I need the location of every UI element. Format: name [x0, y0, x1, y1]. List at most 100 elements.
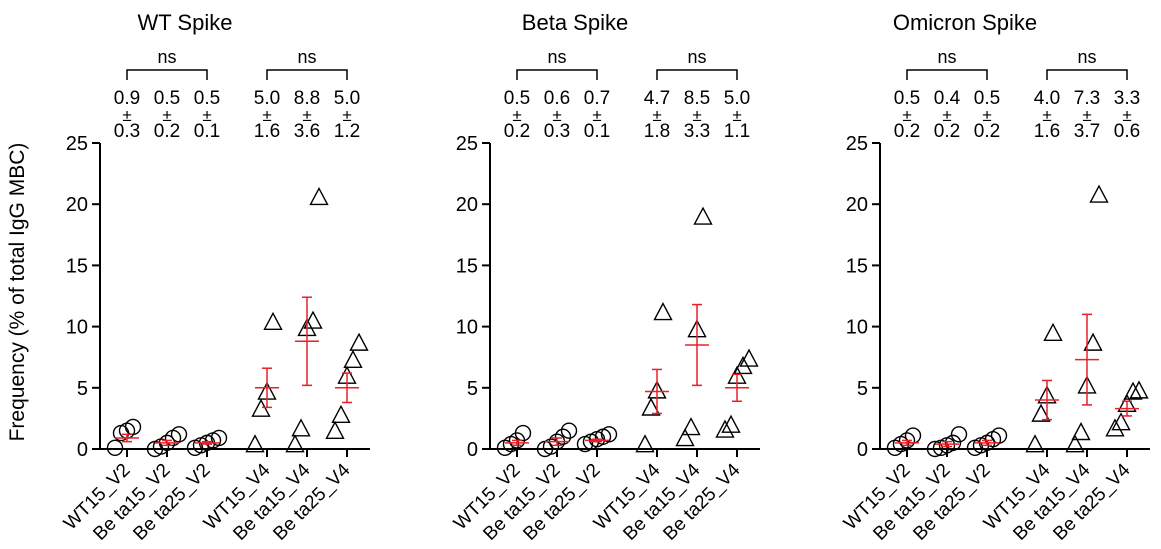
plus-minus-label: ±: [902, 106, 911, 125]
plus-minus-label: ±: [692, 106, 701, 125]
data-group: 5.0±1.1: [715, 88, 759, 438]
chart-title: Omicron Spike: [893, 10, 1037, 35]
comparison-bracket: [656, 69, 738, 80]
data-point: [641, 397, 661, 416]
y-tick-label: 5: [467, 378, 478, 400]
data-point: [739, 348, 759, 367]
data-point: [170, 426, 188, 443]
data-group: 7.3±3.7: [1065, 88, 1109, 453]
sem-label: 3.3: [684, 121, 710, 142]
mean-label: 0.6: [544, 88, 570, 109]
data-point: [715, 419, 735, 438]
sem-label: 0.3: [544, 121, 570, 142]
mean-label: 0.7: [584, 88, 610, 109]
data-point: [721, 414, 741, 433]
comparison-bracket: [126, 69, 208, 80]
plus-minus-label: ±: [202, 106, 211, 125]
data-group: 0.5±0.2: [496, 88, 532, 456]
mean-label: 0.5: [894, 88, 920, 109]
data-point: [554, 428, 572, 445]
data-group: 5.0±1.2: [325, 88, 369, 439]
mean-label: 5.0: [254, 88, 280, 109]
data-point: [1065, 434, 1085, 453]
mean-label: 0.4: [934, 88, 961, 109]
significance-label: ns: [1077, 47, 1096, 67]
plus-minus-label: ±: [342, 106, 351, 125]
y-tick-label: 10: [846, 317, 868, 339]
data-point: [944, 434, 962, 452]
data-group: 0.9±0.3: [106, 88, 142, 456]
y-tick-label: 0: [467, 439, 478, 461]
sem-label: 3.6: [294, 121, 320, 142]
mean-label: 0.5: [504, 88, 530, 109]
data-group: 0.7±0.1: [576, 88, 618, 453]
sem-label: 0.1: [584, 121, 610, 142]
mean-label: 0.9: [114, 88, 140, 109]
mean-label: 3.3: [1114, 88, 1140, 109]
data-point: [343, 349, 363, 368]
comparison-bracket: [516, 69, 598, 80]
plus-minus-label: ±: [1082, 106, 1091, 125]
data-group: 4.7±1.8: [635, 88, 673, 453]
sem-label: 0.2: [504, 121, 530, 142]
data-point: [542, 438, 560, 455]
data-point: [291, 418, 311, 437]
data-point: [653, 302, 673, 321]
mean-label: 4.0: [1034, 88, 1060, 109]
data-point: [693, 206, 713, 225]
y-tick-label: 15: [66, 255, 88, 277]
sem-label: 1.8: [644, 121, 670, 142]
data-group: 8.8±3.6: [285, 88, 329, 453]
data-point: [514, 424, 532, 442]
data-point: [1111, 412, 1131, 431]
y-tick-label: 0: [857, 439, 868, 461]
plus-minus-label: ±: [942, 106, 951, 125]
plus-minus-label: ±: [592, 106, 601, 125]
y-tick-label: 15: [456, 255, 478, 277]
data-point: [600, 426, 618, 443]
data-point: [245, 434, 265, 453]
plus-minus-label: ±: [1122, 106, 1131, 125]
y-tick-label: 25: [66, 133, 88, 155]
comparison-bracket: [906, 69, 988, 80]
chart-title: WT Spike: [138, 10, 233, 35]
data-group: 0.5±0.2: [886, 88, 922, 456]
mean-label: 7.3: [1074, 88, 1100, 109]
plus-minus-label: ±: [652, 106, 661, 125]
data-point: [331, 404, 351, 424]
data-point: [210, 429, 228, 447]
y-tick-label: 20: [456, 194, 478, 216]
data-group: 0.5±0.1: [186, 88, 228, 456]
data-group: 4.0±1.6: [1025, 88, 1063, 453]
data-point: [898, 432, 916, 449]
data-point: [106, 439, 124, 456]
sem-label: 1.1: [724, 121, 750, 142]
chart-title: Beta Spike: [522, 10, 628, 35]
data-point: [1071, 421, 1091, 441]
sem-label: 0.6: [1114, 121, 1140, 142]
data-point: [124, 418, 142, 436]
comparison-bracket: [1046, 69, 1128, 80]
sem-label: 1.6: [1034, 121, 1060, 142]
sem-label: 0.1: [194, 121, 220, 142]
y-tick-label: 10: [66, 317, 88, 339]
plus-minus-label: ±: [512, 106, 521, 125]
significance-label: ns: [297, 47, 316, 67]
data-point: [1043, 322, 1063, 342]
data-point: [1083, 332, 1103, 351]
data-point: [560, 422, 578, 439]
data-point: [263, 311, 283, 331]
data-group: 0.6±0.3: [536, 88, 578, 458]
sem-label: 0.3: [114, 121, 140, 142]
data-point: [309, 186, 329, 206]
data-point: [1025, 434, 1045, 453]
plus-minus-label: ±: [162, 106, 171, 125]
significance-label: ns: [547, 47, 566, 67]
plus-minus-label: ±: [122, 106, 131, 125]
data-group: 0.5±0.2: [146, 88, 188, 458]
plus-minus-label: ±: [262, 106, 271, 125]
data-point: [950, 426, 968, 443]
data-point: [681, 417, 701, 436]
mean-label: 5.0: [724, 88, 750, 109]
